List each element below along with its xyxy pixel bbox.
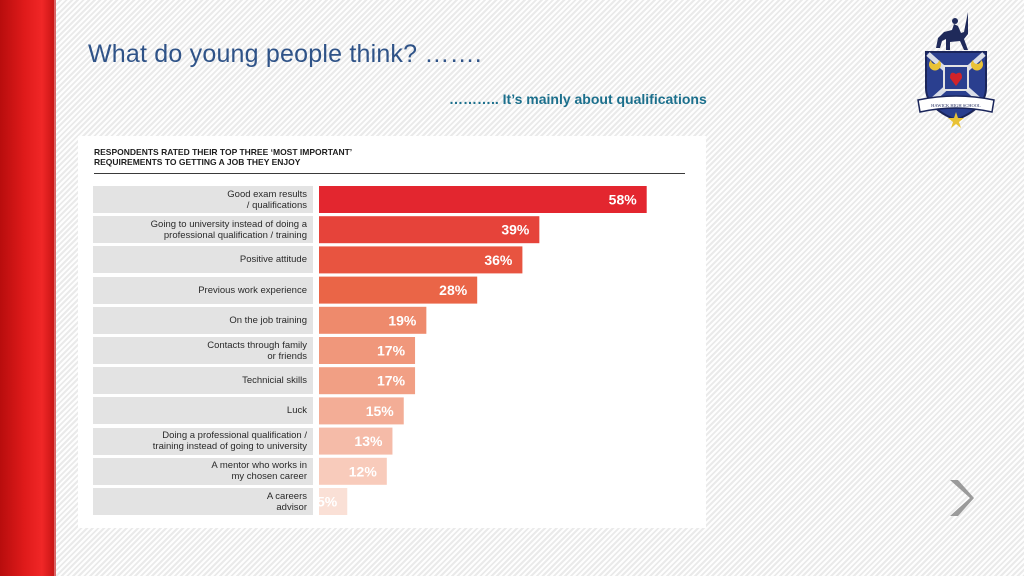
slide-subtitle: ……….. It’s mainly about qualifications (449, 91, 707, 107)
category-label-cell: Positive attitude (93, 246, 313, 274)
bar-value-label: 17% (377, 373, 406, 389)
bar (319, 337, 416, 364)
category-label-cell: Previous work experience (93, 276, 313, 304)
bar (319, 186, 647, 213)
chart-title: RESPONDENTS RATED THEIR TOP THREE ‘MOST … (94, 147, 494, 167)
slide-title: What do young people think? ……. (88, 40, 482, 68)
category-label: Contacts through family or friends (207, 339, 307, 362)
category-label: Luck (286, 405, 307, 417)
category-label: A mentor who works in my chosen career (211, 460, 307, 483)
bar-value-label: 19% (388, 312, 417, 328)
category-label: Technicial skills (242, 375, 307, 387)
bar (319, 397, 404, 425)
bar-value-label: 5% (317, 494, 338, 510)
bar-value-label: 28% (439, 282, 468, 298)
horse-rider-icon (936, 12, 968, 50)
title-divider (94, 173, 685, 174)
bar-value-label: 17% (377, 343, 406, 359)
category-label: Doing a professional qualification / trai… (152, 430, 307, 453)
bar-chart: 58% 39% 36% 28% 19% 17% 17% 15% 13% 12% 5% (317, 186, 647, 515)
bar-value-label: 39% (501, 222, 530, 238)
category-label-cell: A mentor who works in my chosen career (93, 457, 313, 485)
left-accent-band (0, 0, 56, 576)
category-label: Good exam results / qualifications (227, 188, 307, 211)
bar-value-label: 36% (484, 252, 513, 268)
bar (319, 246, 523, 274)
category-label-cell: On the job training (93, 306, 313, 334)
bar (319, 216, 540, 244)
chart-title-line: REQUIREMENTS TO GETTING A JOB THEY ENJOY (94, 157, 301, 167)
category-label: Previous work experience (198, 284, 307, 296)
category-label: On the job training (229, 314, 307, 326)
category-label-cell: Going to university instead of doing a pr… (93, 216, 313, 244)
school-crest-logo: HAWICK HIGH SCHOOL (917, 12, 995, 128)
bar (319, 427, 393, 455)
chart-panel: RESPONDENTS RATED THEIR TOP THREE ‘MOST … (78, 136, 706, 528)
bar (319, 276, 478, 304)
category-label: Going to university instead of doing a pr… (150, 218, 307, 241)
svg-text:HAWICK HIGH SCHOOL: HAWICK HIGH SCHOOL (931, 103, 981, 108)
category-label: A careers advisor (266, 490, 307, 513)
bar-value-label: 12% (349, 463, 378, 479)
chart-title-line: RESPONDENTS RATED THEIR TOP THREE ‘MOST … (94, 147, 353, 157)
chevron-right-icon[interactable] (946, 478, 974, 518)
bar (319, 306, 427, 334)
category-label-cell: Good exam results / qualifications (93, 186, 313, 213)
category-label-cell: Luck (93, 397, 313, 425)
category-label: Positive attitude (239, 254, 307, 266)
bar-value-label: 15% (366, 403, 395, 419)
bar (319, 457, 387, 485)
category-label-cell: Technicial skills (93, 367, 313, 395)
category-label-cell: A careers advisor (93, 488, 313, 515)
category-label-cell: Doing a professional qualification / trai… (93, 427, 313, 455)
category-label-cell: Contacts through family or friends (93, 337, 313, 364)
bar (319, 488, 348, 515)
bar (319, 367, 416, 395)
bar-value-label: 58% (609, 192, 638, 208)
bar-value-label: 13% (354, 433, 383, 449)
